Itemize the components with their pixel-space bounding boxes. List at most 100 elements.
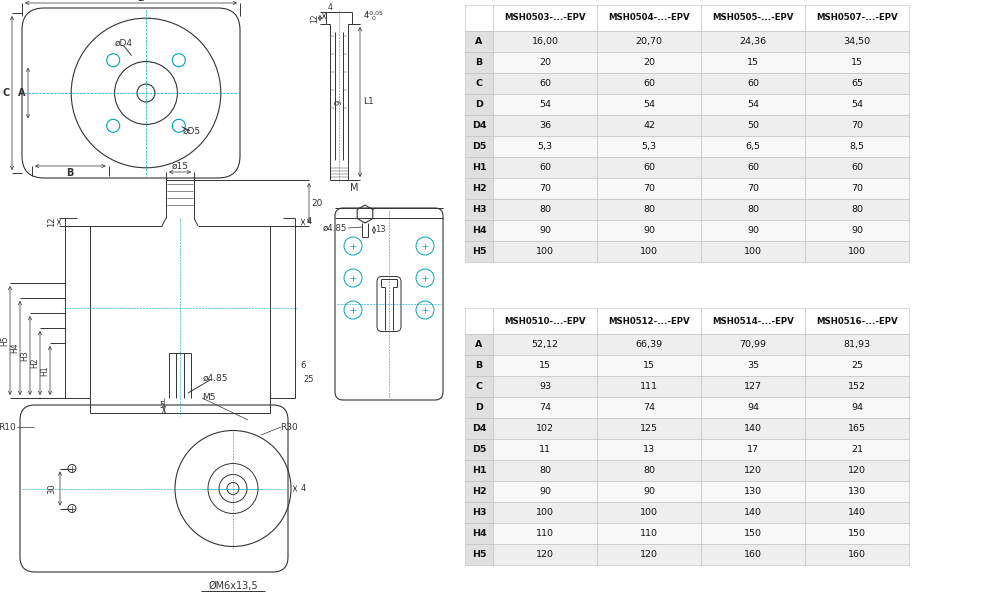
- Bar: [805, 481, 909, 502]
- Text: 111: 111: [640, 382, 658, 391]
- Bar: [597, 502, 701, 523]
- Bar: [493, 136, 597, 157]
- Bar: [597, 241, 701, 262]
- Bar: [597, 334, 701, 355]
- Text: ø4.85: ø4.85: [203, 374, 227, 383]
- Bar: [493, 31, 597, 52]
- Bar: [465, 523, 493, 544]
- Text: +0,05: +0,05: [364, 11, 383, 16]
- Text: 60: 60: [643, 163, 655, 172]
- Text: 70: 70: [539, 184, 551, 193]
- Bar: [465, 502, 493, 523]
- Text: 140: 140: [848, 508, 866, 517]
- Bar: [465, 157, 493, 178]
- Text: 54: 54: [747, 100, 759, 109]
- Bar: [465, 397, 493, 418]
- Text: C: C: [476, 382, 483, 391]
- Text: 0: 0: [372, 17, 376, 22]
- Text: 11: 11: [539, 445, 551, 454]
- Text: 93: 93: [539, 382, 551, 391]
- Bar: [805, 115, 909, 136]
- Text: ø4.85: ø4.85: [323, 223, 347, 232]
- Text: 160: 160: [744, 550, 762, 559]
- Bar: [701, 241, 805, 262]
- Text: 50: 50: [747, 121, 759, 130]
- Text: H4: H4: [472, 226, 487, 235]
- Bar: [465, 418, 493, 439]
- Text: 130: 130: [744, 487, 762, 496]
- Text: 6,5: 6,5: [746, 142, 761, 151]
- Text: MSH0507-...-EPV: MSH0507-...-EPV: [816, 14, 898, 23]
- Text: R10: R10: [0, 422, 16, 431]
- Text: 4: 4: [300, 484, 306, 493]
- Bar: [493, 241, 597, 262]
- Text: D: D: [137, 0, 145, 3]
- Bar: [805, 31, 909, 52]
- Text: 100: 100: [536, 508, 554, 517]
- Text: 8,5: 8,5: [849, 142, 865, 151]
- Text: C: C: [476, 79, 483, 88]
- Bar: [493, 544, 597, 565]
- Text: 15: 15: [539, 361, 551, 370]
- Text: 110: 110: [640, 529, 658, 538]
- Bar: [597, 439, 701, 460]
- Bar: [493, 52, 597, 73]
- Text: MSH0514-...-EPV: MSH0514-...-EPV: [712, 316, 793, 325]
- Bar: [465, 544, 493, 565]
- Bar: [701, 73, 805, 94]
- Text: 12: 12: [48, 217, 57, 227]
- Text: 20: 20: [643, 58, 655, 67]
- Bar: [597, 115, 701, 136]
- Text: 42: 42: [643, 121, 655, 130]
- Text: 100: 100: [640, 508, 658, 517]
- Text: 90: 90: [747, 226, 759, 235]
- Bar: [597, 523, 701, 544]
- Text: D5: D5: [472, 142, 487, 151]
- Bar: [493, 397, 597, 418]
- Bar: [701, 178, 805, 199]
- Text: 127: 127: [744, 382, 762, 391]
- Bar: [701, 334, 805, 355]
- Bar: [493, 199, 597, 220]
- Text: 17: 17: [747, 445, 759, 454]
- Bar: [493, 73, 597, 94]
- Bar: [465, 31, 493, 52]
- Bar: [493, 308, 597, 334]
- Bar: [701, 502, 805, 523]
- Text: C: C: [2, 88, 10, 98]
- Text: 90: 90: [539, 226, 551, 235]
- Bar: [493, 178, 597, 199]
- Text: 60: 60: [539, 79, 551, 88]
- Text: ø15: ø15: [172, 162, 189, 171]
- Text: H2: H2: [31, 358, 40, 368]
- Bar: [597, 308, 701, 334]
- Bar: [465, 136, 493, 157]
- Bar: [465, 52, 493, 73]
- Bar: [701, 199, 805, 220]
- Text: A: A: [476, 340, 483, 349]
- Text: 60: 60: [747, 79, 759, 88]
- Text: 9: 9: [335, 99, 344, 105]
- Text: øD5: øD5: [183, 127, 201, 136]
- Text: 74: 74: [539, 403, 551, 412]
- Text: 54: 54: [539, 100, 551, 109]
- Text: 120: 120: [536, 550, 554, 559]
- Text: 15: 15: [851, 58, 863, 67]
- Bar: [805, 308, 909, 334]
- Text: 120: 120: [744, 466, 762, 475]
- Text: H2: H2: [472, 184, 487, 193]
- Text: 150: 150: [848, 529, 866, 538]
- Text: 160: 160: [848, 550, 866, 559]
- Text: 125: 125: [640, 424, 658, 433]
- Bar: [701, 439, 805, 460]
- Bar: [465, 439, 493, 460]
- Bar: [493, 355, 597, 376]
- Bar: [465, 73, 493, 94]
- Text: ØM6x13,5: ØM6x13,5: [209, 581, 258, 591]
- Text: H5: H5: [472, 550, 487, 559]
- Bar: [701, 544, 805, 565]
- Bar: [701, 523, 805, 544]
- Text: 94: 94: [747, 403, 759, 412]
- Bar: [701, 52, 805, 73]
- Text: 120: 120: [640, 550, 658, 559]
